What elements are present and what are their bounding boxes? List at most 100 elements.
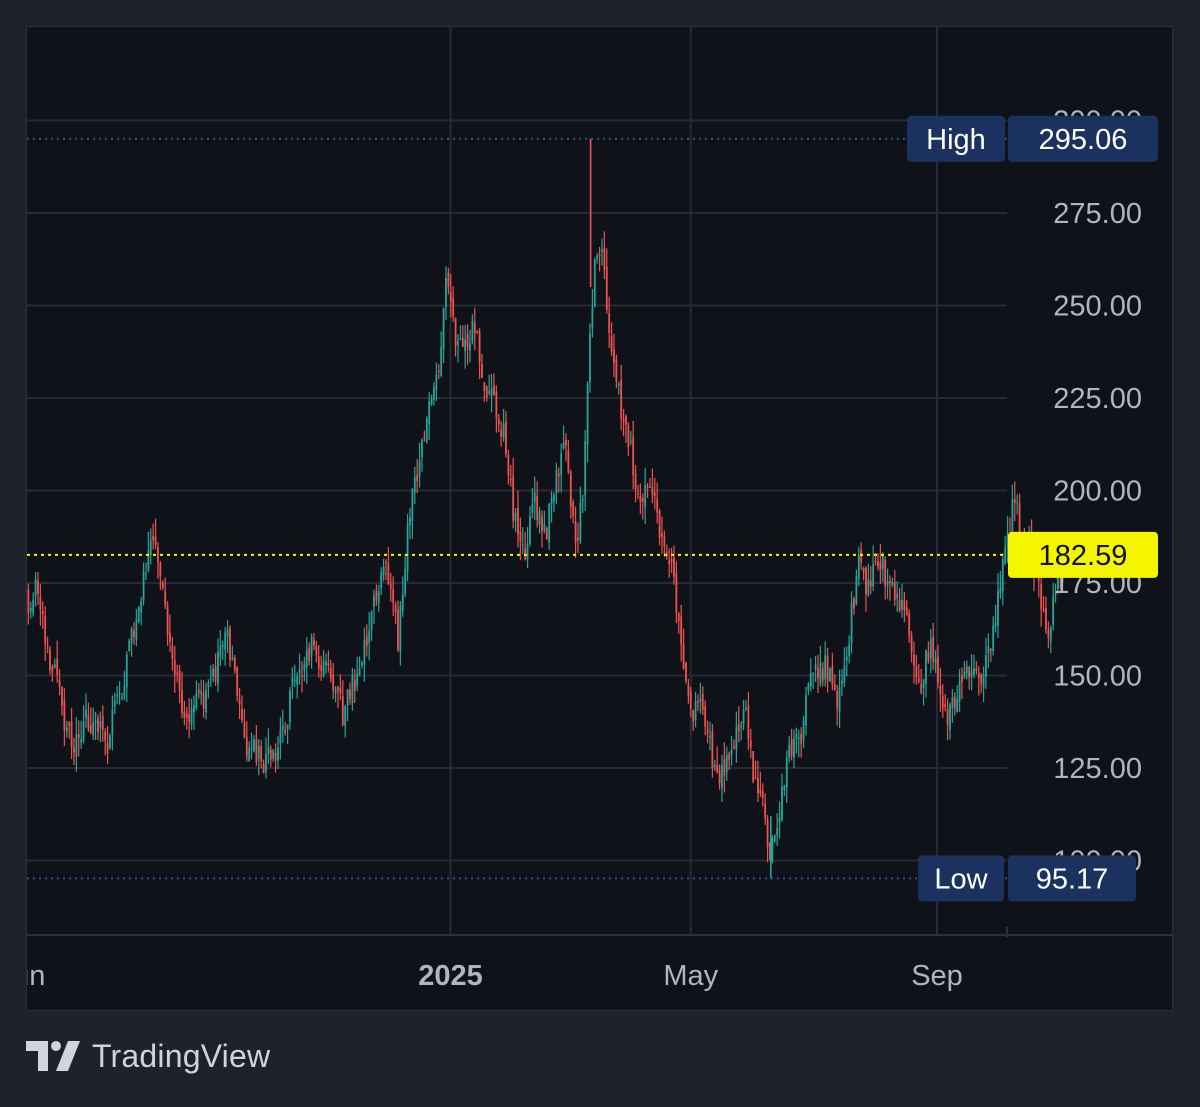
candle-body bbox=[99, 721, 102, 728]
candle-body bbox=[269, 749, 272, 760]
candle-body bbox=[217, 652, 219, 685]
candle-body bbox=[61, 687, 63, 706]
candle-body bbox=[301, 675, 303, 677]
candle-body bbox=[706, 729, 709, 734]
candle-body bbox=[449, 292, 452, 302]
candle-body bbox=[853, 598, 855, 609]
candle-body bbox=[111, 709, 114, 734]
candle-body bbox=[488, 391, 491, 394]
candle-body bbox=[819, 663, 822, 684]
candle-body bbox=[941, 696, 944, 709]
candle-body bbox=[886, 581, 889, 585]
x-tick-label: Jun bbox=[27, 960, 45, 992]
candle-body bbox=[404, 568, 407, 594]
candle-body bbox=[754, 777, 757, 779]
chart-panel[interactable]: 100.00125.00150.00175.00200.00225.00250.… bbox=[26, 26, 1173, 1011]
candle-body bbox=[509, 478, 512, 481]
candle-body bbox=[200, 691, 203, 694]
candle-body bbox=[255, 739, 258, 763]
candle-body bbox=[944, 704, 947, 708]
candle-body bbox=[879, 561, 882, 571]
candle-body bbox=[783, 785, 786, 791]
high-label-tag-bg bbox=[907, 115, 1005, 162]
candle-body bbox=[243, 722, 246, 738]
candle-body bbox=[553, 494, 555, 502]
candle-body bbox=[793, 738, 795, 758]
candle-body bbox=[579, 502, 582, 542]
candle-body bbox=[721, 764, 723, 789]
candle-body bbox=[958, 681, 961, 702]
candle-body bbox=[949, 704, 951, 730]
candle-body bbox=[27, 589, 30, 614]
candle-body bbox=[889, 580, 891, 584]
candle-body bbox=[543, 523, 546, 531]
candle-body bbox=[197, 689, 200, 694]
candle-body bbox=[375, 591, 378, 601]
candle-body bbox=[661, 533, 663, 537]
candle-body bbox=[733, 746, 735, 748]
candle-body bbox=[497, 418, 500, 425]
candle-body bbox=[747, 705, 750, 740]
y-tick-label: 150.00 bbox=[1053, 661, 1142, 693]
candle-body bbox=[728, 753, 731, 760]
candle-body bbox=[94, 721, 97, 724]
candle-body bbox=[46, 645, 49, 647]
candle-body bbox=[838, 686, 841, 713]
candle-body bbox=[349, 689, 351, 699]
candle-body bbox=[104, 732, 107, 741]
candle-body bbox=[380, 572, 383, 588]
candle-body bbox=[53, 664, 56, 668]
candle-body bbox=[447, 272, 450, 287]
candle-body bbox=[418, 460, 421, 477]
candle-body bbox=[281, 726, 284, 730]
candle-body bbox=[205, 689, 207, 713]
candle-body bbox=[183, 711, 186, 718]
candle-body bbox=[473, 322, 476, 334]
tradingview-brand[interactable]: TradingView bbox=[26, 1036, 270, 1076]
candle-body bbox=[29, 607, 32, 612]
candle-body bbox=[769, 842, 771, 860]
candle-body bbox=[896, 593, 899, 598]
candle-body bbox=[615, 358, 618, 383]
candle-body bbox=[152, 535, 155, 541]
candle-body bbox=[884, 559, 887, 587]
candle-body bbox=[956, 699, 959, 713]
candle-body bbox=[334, 688, 337, 693]
candle-body bbox=[130, 629, 133, 642]
candle-body bbox=[265, 753, 267, 772]
candle-body bbox=[485, 386, 488, 398]
candle-body bbox=[975, 668, 978, 671]
candle-body bbox=[128, 640, 131, 652]
candle-body bbox=[481, 364, 483, 378]
candle-body bbox=[752, 751, 755, 782]
candle-body bbox=[927, 652, 930, 662]
candle-body bbox=[267, 746, 270, 754]
candle-body bbox=[745, 707, 747, 710]
candle-body bbox=[519, 531, 522, 542]
candle-body bbox=[495, 391, 498, 418]
candle-body bbox=[901, 600, 903, 610]
candle-body bbox=[274, 752, 277, 761]
candle-body bbox=[608, 313, 611, 333]
candle-body bbox=[526, 543, 529, 560]
candle-body bbox=[73, 747, 75, 753]
candle-body bbox=[682, 644, 685, 669]
candle-body bbox=[797, 737, 800, 739]
candle-body bbox=[315, 645, 318, 656]
candle-body bbox=[531, 504, 534, 513]
y-tick-label: 250.00 bbox=[1053, 291, 1142, 323]
candle-body bbox=[226, 630, 229, 637]
candle-body bbox=[169, 632, 171, 642]
candle-body bbox=[1049, 627, 1052, 642]
candle-body bbox=[257, 745, 260, 759]
candle-body bbox=[116, 694, 119, 697]
candle-body bbox=[313, 639, 315, 646]
candle-body bbox=[1016, 501, 1019, 504]
candle-body bbox=[999, 587, 1002, 594]
candle-body bbox=[809, 673, 812, 687]
candle-body bbox=[697, 701, 699, 703]
price-chart[interactable]: 100.00125.00150.00175.00200.00225.00250.… bbox=[27, 27, 1173, 1011]
candle-body bbox=[848, 644, 851, 656]
candle-body bbox=[687, 684, 690, 696]
candle-body bbox=[694, 701, 697, 721]
